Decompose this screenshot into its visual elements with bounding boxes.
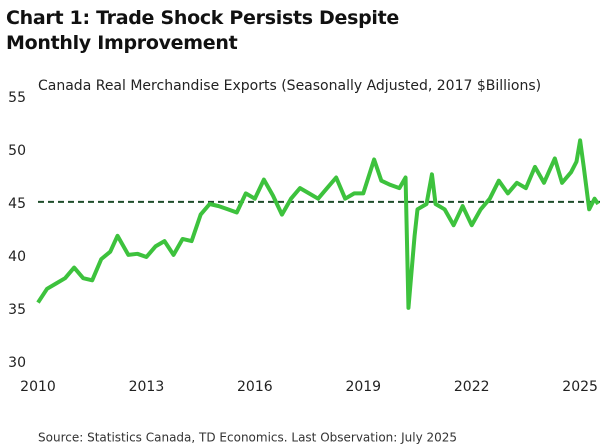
y-tick-label: 30	[8, 355, 26, 371]
x-tick-label: 2022	[454, 379, 490, 395]
data-line	[36, 138, 600, 310]
y-tick-label: 40	[8, 249, 26, 265]
y-tick-label: 55	[8, 90, 26, 106]
x-tick-label: 2013	[129, 379, 165, 395]
x-tick-label: 2016	[237, 379, 273, 395]
x-tick-label: 2010	[20, 379, 56, 395]
x-tick-label: 2025	[562, 379, 598, 395]
chart-subtitle: Canada Real Merchandise Exports (Seasona…	[38, 78, 541, 94]
y-tick-label: 45	[8, 196, 26, 212]
y-tick-label: 50	[8, 143, 26, 159]
y-tick-label: 35	[8, 302, 26, 318]
x-tick-label: 2019	[345, 379, 381, 395]
source-note: Source: Statistics Canada, TD Economics.…	[38, 431, 457, 445]
chart-title: Chart 1: Trade Shock Persists Despite Mo…	[6, 7, 400, 54]
